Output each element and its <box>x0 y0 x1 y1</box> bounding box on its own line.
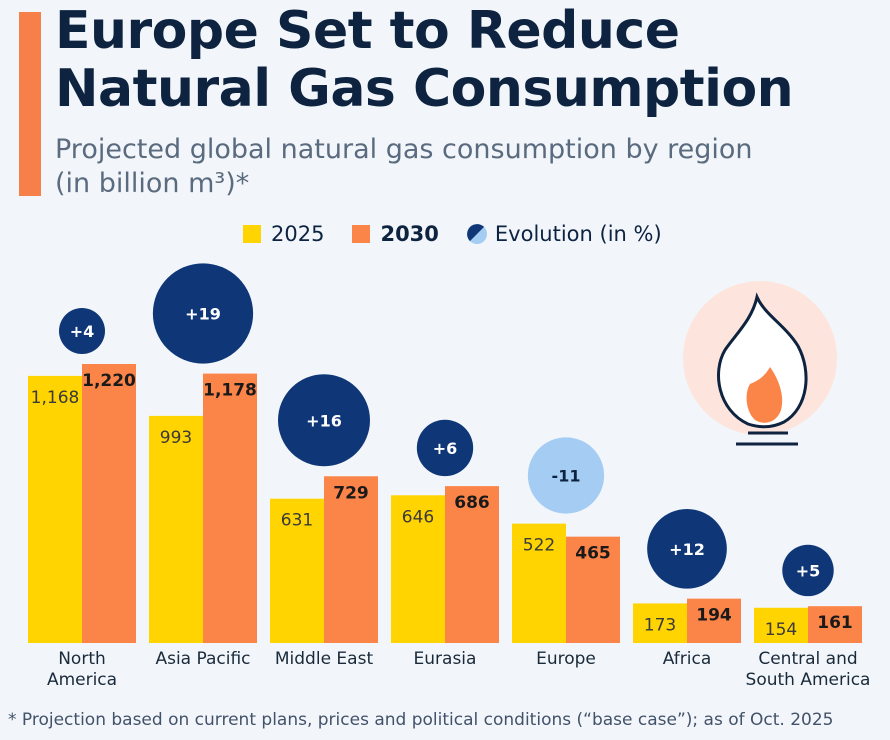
gas-flame-icon <box>683 281 837 446</box>
subtitle-line-2: (in billion m³)* <box>55 168 250 199</box>
value-label-2025: 1,168 <box>31 388 80 408</box>
legend-2030: 2030 <box>352 222 439 246</box>
evolution-bubble <box>59 308 105 354</box>
value-label-2025: 646 <box>402 507 434 527</box>
legend-2025: 2025 <box>243 222 324 246</box>
evolution-bubble <box>278 374 370 467</box>
value-label-2025: 522 <box>523 536 555 556</box>
category-label: Africa <box>663 649 712 669</box>
legend-label-evolution: Evolution (in %) <box>494 222 662 246</box>
value-label-2025: 173 <box>644 615 676 635</box>
evolution-label: +16 <box>306 411 342 430</box>
evolution-label: +6 <box>433 439 458 458</box>
legend: 2025 2030 Evolution (in %) <box>243 222 690 246</box>
evolution-label: +4 <box>70 322 95 341</box>
category-label: North <box>58 649 106 669</box>
bar-2025 <box>270 498 324 643</box>
value-label-2030: 194 <box>696 606 732 626</box>
category-label: Central and <box>758 649 857 669</box>
bar-2030 <box>566 536 620 643</box>
legend-label-2025: 2025 <box>271 222 325 246</box>
evolution-bubble <box>416 419 474 477</box>
half-circle-icon <box>466 224 487 244</box>
legend-evolution: Evolution (in %) <box>466 222 662 246</box>
bar-2025 <box>149 415 203 643</box>
evolution-label: +19 <box>185 304 221 323</box>
evolution-label: +12 <box>669 540 705 559</box>
evolution-label: -11 <box>552 466 581 485</box>
accent-bar <box>19 12 41 196</box>
evolution-label: +5 <box>796 561 821 580</box>
legend-swatch-2025 <box>243 225 261 243</box>
value-label-2030: 161 <box>817 613 853 633</box>
bar-2025 <box>754 607 808 643</box>
bar-2025 <box>391 495 445 643</box>
footnote: * Projection based on current plans, pri… <box>8 710 834 730</box>
bar-2030 <box>445 486 499 643</box>
bar-2030 <box>808 606 862 643</box>
bar-2030 <box>203 373 257 643</box>
value-label-2030: 729 <box>333 483 369 503</box>
subtitle: Projected global natural gas consumption… <box>55 133 753 201</box>
evolution-bubble <box>647 508 727 589</box>
value-label-2030: 465 <box>575 544 611 564</box>
category-label: Eurasia <box>414 649 477 669</box>
evolution-bubble <box>152 263 254 364</box>
evolution-bubble <box>527 437 605 514</box>
subtitle-line-1: Projected global natural gas consumption… <box>55 134 753 165</box>
bar-2025 <box>512 523 566 643</box>
value-label-2025: 993 <box>160 428 192 448</box>
bar-2030 <box>687 598 741 643</box>
title-line-2: Natural Gas Consumption <box>55 59 794 119</box>
value-label-2030: 686 <box>454 493 490 513</box>
bar-2030 <box>324 476 378 643</box>
value-label-2030: 1,220 <box>82 371 136 391</box>
value-label-2030: 1,178 <box>203 381 257 401</box>
legend-label-2030: 2030 <box>380 222 439 246</box>
bar-2025 <box>28 375 82 643</box>
value-label-2025: 631 <box>281 511 313 531</box>
page-title: Europe Set to Reduce Natural Gas Consumpt… <box>55 1 794 119</box>
category-label: Asia Pacific <box>155 649 250 669</box>
evolution-bubble <box>782 544 834 597</box>
category-label: Middle East <box>275 649 374 669</box>
legend-swatch-2030 <box>352 225 371 243</box>
bar-2025 <box>633 603 687 643</box>
category-label: South America <box>746 670 871 690</box>
title-line-1: Europe Set to Reduce <box>55 1 680 61</box>
value-label-2025: 154 <box>765 620 797 640</box>
category-label: Europe <box>536 649 596 669</box>
bar-2030 <box>82 364 136 643</box>
category-label: America <box>47 670 117 690</box>
